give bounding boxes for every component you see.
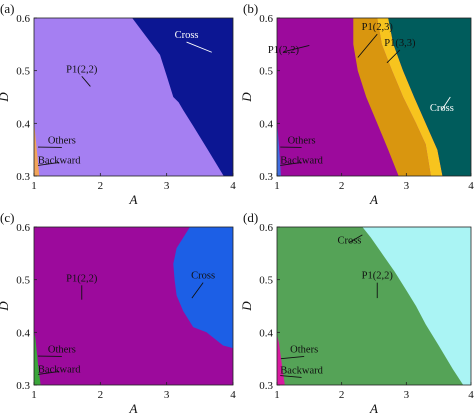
region-cross <box>173 227 233 349</box>
annotation-label: P1(3,3) <box>384 38 416 49</box>
panel-label: (c) <box>0 210 14 225</box>
annotation-leader <box>386 49 401 64</box>
annotation-leader <box>283 44 310 53</box>
x-tick-label: 1 <box>274 180 280 192</box>
annotation-label: Others <box>48 135 76 146</box>
panel-d: 1 2 3 4 0.3 0.4 0.5 0.6 A D (d) Cross P1(2,2) Others B… <box>239 210 474 413</box>
plot-frame <box>33 226 234 386</box>
annotation-leader <box>186 41 212 53</box>
x-tick-label: 1 <box>31 180 37 192</box>
region-cross <box>362 227 471 385</box>
region-p1-3-3 <box>377 18 443 176</box>
region-others <box>277 335 285 385</box>
annotation-leader <box>349 234 363 243</box>
x-tick-label: 1 <box>31 389 37 401</box>
annotation-label: P1(2,2) <box>268 45 300 56</box>
annotation-label: P1(2,2) <box>362 271 394 282</box>
panel-label: (b) <box>243 1 258 16</box>
plot-frame <box>276 226 472 386</box>
region-cross <box>132 18 233 176</box>
y-tick-label: 0.3 <box>259 171 273 183</box>
y-axis-label: D <box>239 92 254 103</box>
x-tick-label: 2 <box>98 180 104 192</box>
panel-a: 1 2 3 4 0.3 0.4 0.5 0.6 A D (a) Cross P1(2,2) Others B… <box>0 1 236 207</box>
x-tick-label: 3 <box>404 180 410 192</box>
annotation-leader <box>280 375 302 378</box>
y-tick-label: 0.4 <box>16 118 30 130</box>
x-tick-label: 3 <box>164 180 170 192</box>
annotation-leader <box>37 162 60 166</box>
x-axis-label: A <box>129 192 138 207</box>
x-tick-label: 3 <box>164 389 170 401</box>
x-axis-label: A <box>369 401 378 413</box>
annotation-leader <box>37 371 60 375</box>
y-tick-label: 0.4 <box>16 327 30 339</box>
panel-label: (a) <box>0 1 14 16</box>
annotation-label: Backward <box>38 364 81 375</box>
y-tick-label: 0.4 <box>259 118 273 130</box>
x-tick-label: 2 <box>339 180 345 192</box>
annotation-leader <box>191 282 204 299</box>
y-tick-label: 0.6 <box>259 222 273 234</box>
y-axis-label: D <box>0 92 11 103</box>
y-axis-label: D <box>0 301 11 312</box>
annotation-label: Others <box>290 344 318 355</box>
annotation-leader <box>357 33 378 58</box>
annotation-label: Others <box>288 135 316 146</box>
y-tick-label: 0.6 <box>16 222 30 234</box>
panel-c: 1 2 3 4 0.3 0.4 0.5 0.6 A D (c) Cross P1(2,2) Others B… <box>0 210 236 413</box>
x-tick-label: 2 <box>98 389 104 401</box>
x-tick-label: 4 <box>230 389 236 401</box>
y-tick-label: 0.5 <box>259 66 273 78</box>
annotation-leader <box>280 355 305 360</box>
y-tick-label: 0.5 <box>16 275 30 287</box>
annotation-label: Backward <box>38 155 81 166</box>
x-tick-label: 3 <box>404 389 410 401</box>
annotation-leader <box>280 162 302 166</box>
annotation-label: Cross <box>337 235 361 246</box>
region-others <box>34 332 41 385</box>
region-others <box>34 123 40 176</box>
regions <box>34 227 233 385</box>
region-cross <box>388 18 471 176</box>
y-tick-label: 0.3 <box>16 380 30 392</box>
annotation-leader <box>81 76 91 87</box>
panel-label: (d) <box>243 210 258 225</box>
annotation-label: Others <box>48 344 76 355</box>
y-tick-label: 0.6 <box>259 13 273 25</box>
regions <box>277 227 471 385</box>
annotation-label: P1(2,2) <box>66 273 98 284</box>
annotation-label: Cross <box>175 30 199 41</box>
y-tick-label: 0.4 <box>259 327 273 339</box>
panel-b: 1 2 3 4 0.3 0.4 0.5 0.6 A D (b) P1(2,3) P1(3,3) P1(2,… <box>239 1 474 207</box>
annotation-label: Backward <box>280 365 323 376</box>
y-tick-label: 0.6 <box>16 13 30 25</box>
region-p1-2-3 <box>353 18 431 176</box>
annotation-label: P1(2,3) <box>362 22 394 33</box>
x-tick-label: 1 <box>274 389 280 401</box>
plot-frame <box>33 17 234 177</box>
plot-frame <box>276 17 472 177</box>
annotation-label: Cross <box>191 271 215 282</box>
x-axis-label: A <box>369 192 378 207</box>
x-tick-label: 4 <box>468 180 474 192</box>
y-tick-label: 0.5 <box>259 275 273 287</box>
x-tick-label: 2 <box>339 389 345 401</box>
region-others <box>277 123 281 176</box>
y-tick-label: 0.3 <box>259 380 273 392</box>
annotation-label: Backward <box>280 155 323 166</box>
annotation-leader <box>441 96 451 111</box>
x-tick-label: 4 <box>468 389 474 401</box>
regions <box>34 18 233 176</box>
y-tick-label: 0.3 <box>16 171 30 183</box>
y-axis-label: D <box>239 301 254 312</box>
annotation-label: P1(2,2) <box>66 64 98 75</box>
y-tick-label: 0.5 <box>16 66 30 78</box>
x-axis-label: A <box>129 401 138 413</box>
regions <box>277 18 471 176</box>
annotation-label: Cross <box>430 103 454 114</box>
x-tick-label: 4 <box>230 180 236 192</box>
